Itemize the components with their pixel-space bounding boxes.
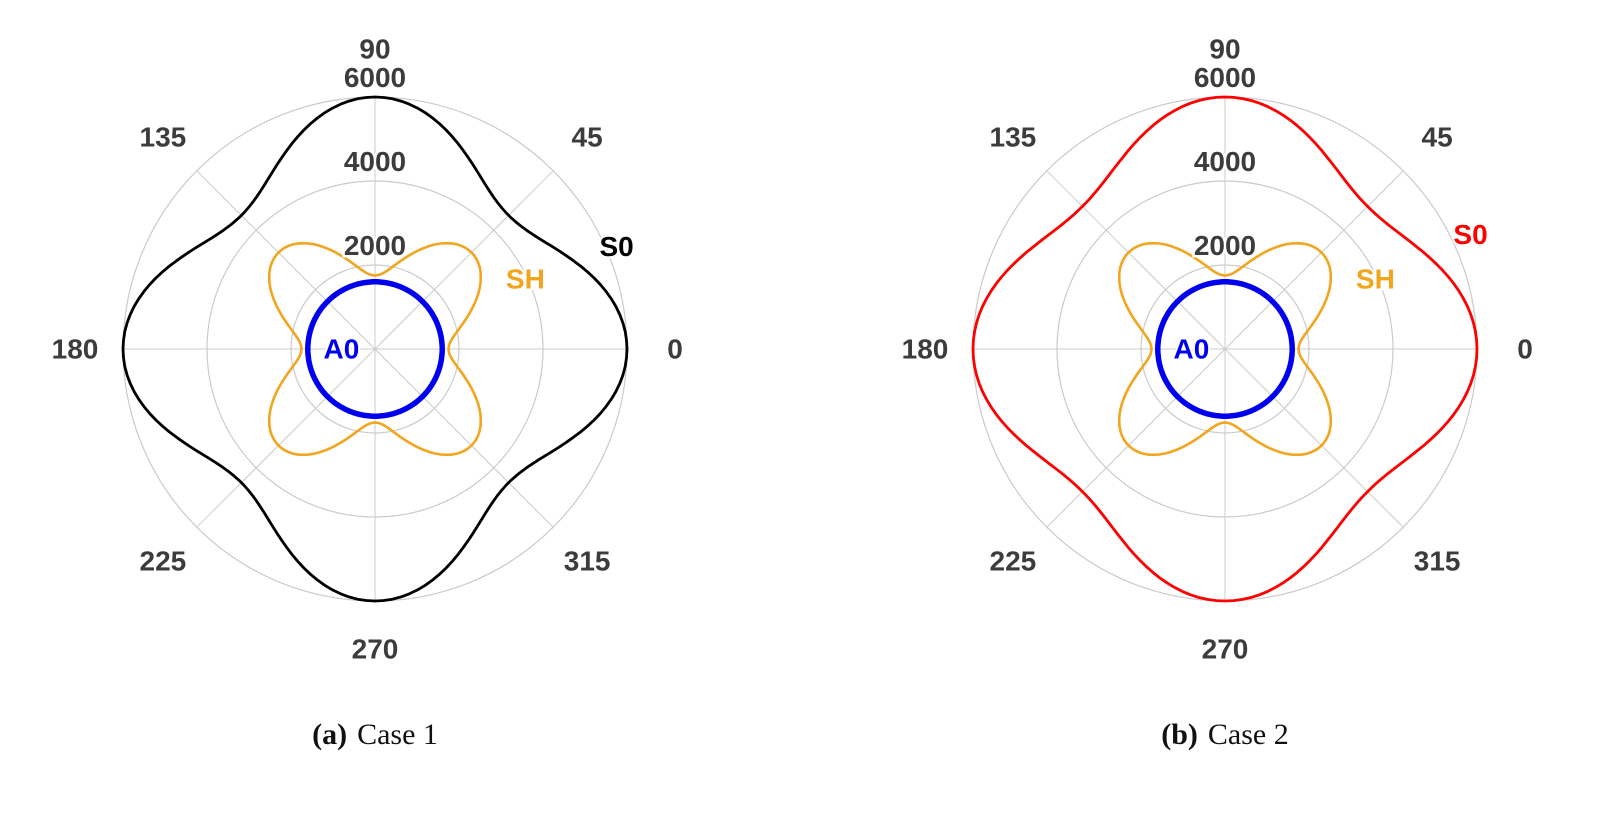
series-label-s0: S0 (1453, 219, 1487, 250)
series-path-s0 (971, 95, 1479, 603)
series-path-a0 (1155, 279, 1295, 419)
series-label-a0: A0 (324, 334, 360, 365)
radial-tick-label: 2000 (344, 230, 406, 261)
grid-spoke (196, 348, 376, 528)
series-label-sh: SH (1356, 263, 1395, 294)
polar-chart-case2: 2000 4000 6000 0 45 90 135 180 225 270 315 S0 SH A0 (875, 4, 1575, 704)
radial-tick-label: 6000 (344, 62, 406, 93)
series-label-a0: A0 (1174, 334, 1210, 365)
grid-circle (1056, 180, 1394, 518)
angle-tick-label: 180 (902, 334, 949, 365)
angle-tick-label: 135 (140, 121, 187, 152)
polar-plot: 2000 4000 6000 0 45 90 135 180 225 270 315 S0 SH A0 (899, 31, 1535, 667)
angle-tick-label: 225 (990, 546, 1037, 577)
series-path-sh (267, 241, 483, 457)
series-path-a0 (305, 279, 445, 419)
angle-tick-label: 90 (359, 34, 390, 65)
series-label-sh: SH (506, 263, 545, 294)
caption-case1-label: (a) (312, 718, 348, 751)
series-path-s0 (121, 95, 629, 603)
polar-plot: 2000 4000 6000 0 45 90 135 180 225 270 315 S0 SH A0 (49, 31, 685, 667)
grid-circle (206, 180, 544, 518)
caption-case2-text: Case 2 (1207, 718, 1289, 751)
figure: 2000 4000 6000 0 45 90 135 180 225 270 315 S0 SH A0 (… (25, 4, 1575, 752)
panel-case1: 2000 4000 6000 0 45 90 135 180 225 270 315 S0 SH A0 (… (25, 4, 725, 752)
angle-tick-label: 0 (1517, 334, 1533, 365)
grid-circle (290, 264, 460, 434)
angle-tick-label: 135 (990, 121, 1037, 152)
angle-tick-label: 270 (352, 634, 399, 665)
caption-case1-text: Case 1 (357, 718, 438, 751)
angle-tick-label: 45 (572, 121, 603, 152)
grid-spoke (374, 170, 554, 350)
angle-tick-label: 0 (667, 334, 683, 365)
grid-spoke (196, 170, 376, 350)
angle-tick-label: 270 (1202, 634, 1249, 665)
caption-case2-label: (b) (1161, 718, 1198, 751)
series-label-s0: S0 (600, 231, 634, 262)
angle-tick-label: 180 (52, 334, 99, 365)
radial-tick-label: 2000 (1194, 230, 1256, 261)
series-path-sh (1117, 241, 1333, 457)
panel-case2: 2000 4000 6000 0 45 90 135 180 225 270 315 S0 SH A0 (… (875, 4, 1575, 752)
radial-tick-label: 4000 (344, 146, 406, 177)
caption-case1: (a) Case 1 (312, 718, 438, 752)
grid-spoke (374, 348, 554, 528)
grid-spoke (1046, 170, 1226, 350)
polar-chart-case1: 2000 4000 6000 0 45 90 135 180 225 270 315 S0 SH A0 (25, 4, 725, 704)
angle-tick-label: 315 (564, 546, 611, 577)
grid-spoke (1046, 348, 1226, 528)
caption-case2: (b) Case 2 (1161, 718, 1289, 752)
grid-circle (1140, 264, 1310, 434)
grid-spoke (1224, 348, 1404, 528)
angle-tick-label: 225 (140, 546, 187, 577)
radial-tick-label: 4000 (1194, 146, 1256, 177)
angle-tick-label: 45 (1422, 121, 1453, 152)
angle-tick-label: 90 (1209, 34, 1240, 65)
angle-tick-label: 315 (1414, 546, 1461, 577)
radial-tick-label: 6000 (1194, 62, 1256, 93)
grid-spoke (1224, 170, 1404, 350)
